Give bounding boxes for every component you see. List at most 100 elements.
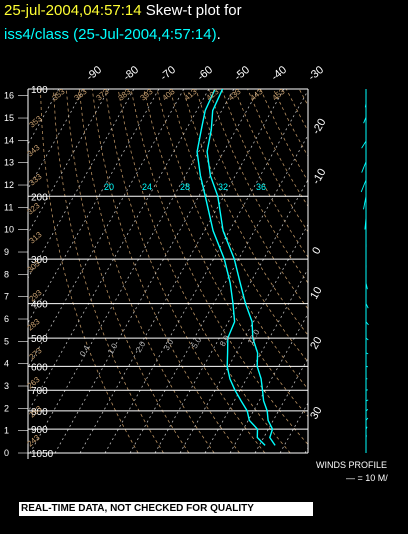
pressure-label: 300 <box>31 255 48 266</box>
temp-tick-label: -20 <box>310 117 328 137</box>
temp-tick-label: -30 <box>306 64 326 83</box>
wind-barb <box>365 352 369 355</box>
moist-adiabat-label: 2.0 <box>134 339 148 354</box>
height-tick-label: 12 <box>4 180 14 190</box>
wind-barb <box>365 426 368 430</box>
height-tick-label: 5 <box>4 336 9 346</box>
temp-tick-label: -50 <box>232 64 252 83</box>
wind-barb <box>365 417 369 421</box>
wind-barb <box>365 282 368 290</box>
wind-barb <box>365 321 369 326</box>
pressure-label: 200 <box>31 192 48 203</box>
isotherm-line <box>28 89 110 235</box>
title-line-1: 25-jul-2004,04:57:14 Skew-t plot for <box>4 2 242 19</box>
title-period: . <box>216 26 221 43</box>
height-tick-label: 0 <box>4 448 9 458</box>
temp-tick-label: -70 <box>158 64 178 83</box>
wind-barb <box>364 103 367 108</box>
moist-adiabat-label: 1.0 <box>106 341 120 356</box>
dry-adiabat-line <box>78 89 215 453</box>
temp-tick-label: 0 <box>310 245 323 256</box>
wind-barb <box>360 179 367 193</box>
adiabat-label: 353 <box>28 114 44 130</box>
dry-adiabat-line <box>143 89 308 418</box>
dry-adiabat-line <box>104 89 266 453</box>
dry-adiabat-line <box>325 89 408 453</box>
isotherm-line <box>79 89 285 453</box>
dewpoint-trace <box>196 89 266 446</box>
mixing-ratio-label: 32 <box>218 182 228 192</box>
isotherm-line <box>54 89 260 453</box>
wind-barb <box>365 409 369 412</box>
mixing-ratio-label: 24 <box>142 182 152 192</box>
dry-adiabat-line <box>169 89 308 363</box>
title-text: Skew-t plot for <box>145 2 242 19</box>
wind-profile <box>360 88 369 453</box>
isotherm-line <box>28 89 160 324</box>
wind-barb <box>361 140 367 149</box>
dry-adiabat-line <box>65 89 190 453</box>
pressure-label: 100 <box>31 85 48 96</box>
dry-adiabat-line <box>234 89 308 233</box>
dry-adiabat-line <box>156 89 308 390</box>
pressure-label: 400 <box>31 300 48 311</box>
pressure-label: 800 <box>31 407 48 418</box>
isotherm-line <box>104 89 308 453</box>
dry-adiabat-line <box>40 89 139 453</box>
temp-tick-label: -10 <box>310 167 328 187</box>
height-tick-label: 13 <box>4 158 14 168</box>
height-tick-label: 11 <box>4 202 13 212</box>
height-tick-label: 4 <box>4 359 9 369</box>
dry-adiabat-line <box>312 89 408 453</box>
dry-adiabat-line <box>208 89 308 284</box>
wind-profile-label: WINDS PROFILE <box>316 460 388 470</box>
isotherm-line <box>304 446 308 453</box>
temp-tick-label: -60 <box>195 64 215 83</box>
isotherm-line <box>179 223 308 453</box>
height-tick-label: 6 <box>4 314 9 324</box>
isotherm-line <box>154 178 308 453</box>
dry-adiabat-line <box>285 89 308 132</box>
height-tick-label: 3 <box>4 381 9 391</box>
wind-barb <box>365 435 367 438</box>
height-tick-label: 7 <box>4 292 9 302</box>
isotherm-line <box>28 89 135 279</box>
temp-tick-label: 30 <box>308 405 325 422</box>
mixing-ratio-label: 36 <box>256 182 266 192</box>
wind-barb <box>364 217 367 230</box>
isotherms <box>28 89 308 453</box>
quality-banner: REAL-TIME DATA, NOT CHECKED FOR QUALITY <box>19 502 313 516</box>
dry-adiabats <box>40 89 408 453</box>
adiabat-label: 273 <box>28 346 44 362</box>
dry-adiabat-line <box>221 89 308 258</box>
sounding-traces <box>196 89 276 446</box>
height-tick-label: 14 <box>4 135 14 145</box>
dry-adiabat-line <box>91 89 240 453</box>
pressure-label: 600 <box>31 362 48 373</box>
isobars: 100 200 300 400 500 600 700 800 900 1050 <box>27 85 309 460</box>
moist-adiabat-label: 3.0 <box>162 337 176 352</box>
isotherm-line <box>254 357 308 453</box>
moist-adiabat-label: 0.4 <box>78 343 92 358</box>
height-tick-label: 1 <box>4 426 9 436</box>
axis-labels: -90 -80 -70 -60 -50 -40 -30-20-100102030012345… <box>4 64 329 458</box>
wind-barb <box>361 161 367 173</box>
sounding-datetime: 25-jul-2004,04:57:14 <box>4 2 142 19</box>
dry-adiabat-line <box>298 89 308 107</box>
temp-tick-label: -40 <box>269 64 289 83</box>
height-tick-label: 10 <box>4 225 14 235</box>
wind-scale-label: — = 10 M/ <box>346 473 388 483</box>
height-tick-label: 8 <box>4 269 9 279</box>
temp-tick-label: -80 <box>121 64 141 83</box>
isotherm-line <box>204 268 308 453</box>
dry-adiabat-line <box>182 89 308 336</box>
dry-adiabat-line <box>272 89 308 157</box>
pressure-label: 700 <box>31 386 48 397</box>
pressure-label: 900 <box>31 425 48 436</box>
height-tick-label: 16 <box>4 91 14 101</box>
wind-barb <box>365 399 369 402</box>
title-line-2: iss4/class (25-Jul-2004,4:57:14). <box>4 26 221 43</box>
pressure-label: 1050 <box>31 449 54 460</box>
sounding-source: iss4/class (25-Jul-2004,4:57:14) <box>4 26 217 43</box>
